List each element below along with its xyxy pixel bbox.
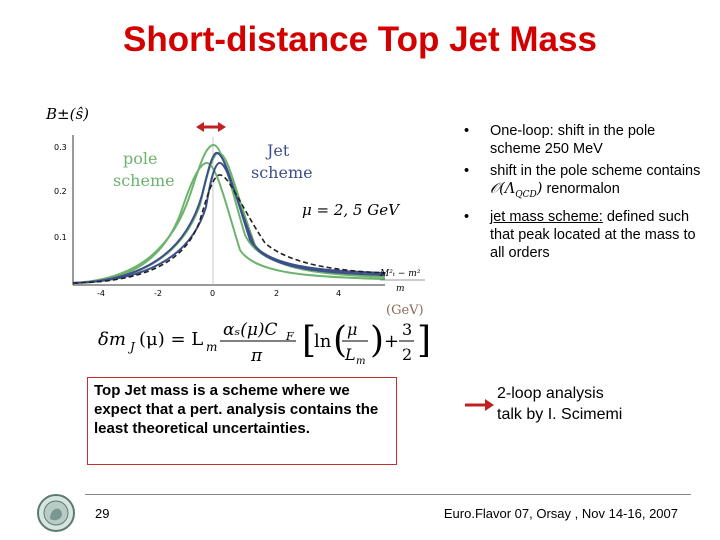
formula-sub: J xyxy=(127,340,136,354)
ytick-label: 0.2 xyxy=(54,187,67,196)
xaxis-label: m xyxy=(396,284,405,294)
formula-ln: ln xyxy=(314,331,332,352)
scheme-note-box: Top Jet mass is a scheme where we expect… xyxy=(87,377,397,465)
formula-sub2: m xyxy=(206,340,217,354)
bracket-open: [ xyxy=(302,320,316,361)
bullet-text: renormalon xyxy=(546,181,620,197)
plot-ylabel: B±(ŝ) xyxy=(45,105,89,123)
two-loop-note: 2-loop analysis talk by I. Scimemi xyxy=(497,383,622,425)
page-number: 29 xyxy=(95,506,110,521)
bullet-dot: • xyxy=(464,123,470,139)
formula-inner-den: L xyxy=(344,345,356,364)
math-main: 𝒪(Λ xyxy=(490,181,516,197)
two-loop-line: 2-loop analysis xyxy=(497,385,604,402)
mass-shift-formula: δm J (μ) = L m αₛ(μ)C F π [ ln ( μ L m )… xyxy=(98,320,431,367)
pole-curve-3 xyxy=(72,162,386,284)
xaxis-label: M²ₜ − m² xyxy=(379,269,421,279)
talk-reference: talk by I. Scimemi xyxy=(497,406,623,423)
institute-seal-icon xyxy=(37,494,75,532)
formula-inner-num: μ xyxy=(347,320,357,339)
bullet-text: shift in the pole scheme contains xyxy=(490,163,701,179)
jet-label: Jet xyxy=(265,141,290,160)
bullet-item-2: • shift in the pole scheme contains 𝒪(ΛQ… xyxy=(460,162,710,204)
bullet-item-1: • One-loop: shift in the pole scheme 250… xyxy=(460,122,710,158)
xtick-label: 4 xyxy=(336,289,341,298)
math-sub: QCD xyxy=(515,189,537,200)
xtick-label: 0 xyxy=(210,289,215,298)
xtick-label: -4 xyxy=(97,289,105,298)
footer-divider xyxy=(85,494,691,495)
bullet-underlined: jet mass scheme: xyxy=(490,208,603,225)
ytick-label: 0.1 xyxy=(54,233,67,242)
pole-label: scheme xyxy=(113,171,175,190)
formula-plus: + xyxy=(384,331,399,352)
bullet-dot: • xyxy=(464,208,470,225)
xaxis-unit: (GeV) xyxy=(386,303,424,318)
formula-half-num: 3 xyxy=(402,320,412,339)
formula-frac-num: αₛ(μ)C xyxy=(223,320,278,340)
paren-close: ) xyxy=(370,320,384,361)
dashed-curve xyxy=(72,174,386,284)
pole-label: pole xyxy=(123,149,157,168)
distribution-plot: B±(ŝ) 0.3 0.2 0.1 -4 -2 0 2 4 pole schem… xyxy=(45,105,431,367)
bracket-close: ] xyxy=(417,320,431,361)
mu-label: μ = 2, 5 GeV xyxy=(302,201,401,219)
paren-open: ( xyxy=(333,320,347,361)
math-close: ) xyxy=(536,181,543,197)
slide-title: Short-distance Top Jet Mass xyxy=(123,20,597,59)
bullet-text: One-loop: shift in the pole scheme 250 M… xyxy=(490,123,656,157)
arrowhead-left xyxy=(196,122,204,132)
bullet-list: • One-loop: shift in the pole scheme 250… xyxy=(460,122,710,266)
jet-curve-2 xyxy=(72,162,386,284)
bullet-text: defined such that peak located at the ma… xyxy=(490,208,696,261)
order-lambda-qcd: 𝒪(ΛQCD) xyxy=(490,181,543,200)
formula-arg: (μ) = L xyxy=(139,329,203,350)
bullet-item-3: • jet mass scheme: defined such that pea… xyxy=(460,208,710,262)
jet-curve-1 xyxy=(72,152,386,284)
arrowhead-right xyxy=(218,122,226,132)
ytick-label: 0.3 xyxy=(54,143,67,152)
jet-label: scheme xyxy=(251,163,313,182)
formula-half-den: 2 xyxy=(402,345,412,364)
formula-lhs: δm xyxy=(98,329,126,350)
formula-frac-den: π xyxy=(250,346,263,366)
formula-inner-den-sub: m xyxy=(356,356,365,367)
xtick-label: -2 xyxy=(154,289,162,298)
xtick-label: 2 xyxy=(274,289,279,298)
arrow-right-icon xyxy=(465,399,494,411)
conference-label: Euro.Flavor 07, Orsay , Nov 14-16, 2007 xyxy=(443,506,678,521)
bullet-dot: • xyxy=(464,163,470,179)
formula-frac-num-sub: F xyxy=(285,330,294,343)
